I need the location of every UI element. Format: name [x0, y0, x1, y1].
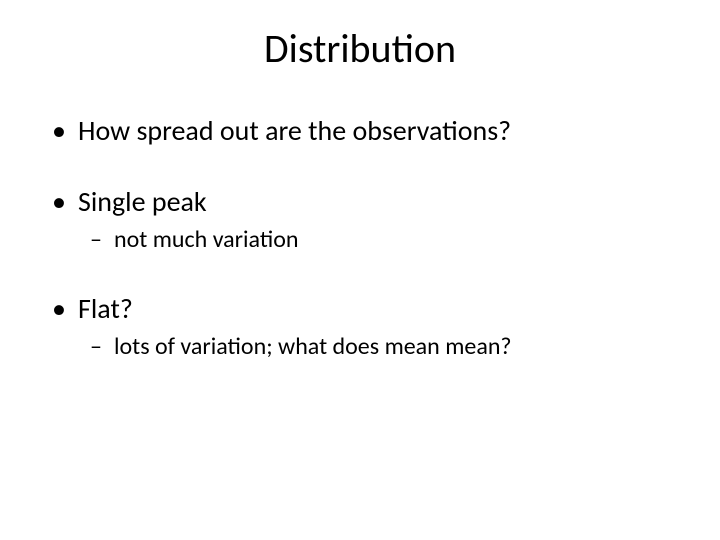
bullet-level-1: Flat?: [52, 291, 680, 326]
slide: Distribution How spread out are the obse…: [0, 0, 720, 540]
bullet-level-2: lots of variation; what does mean mean?: [52, 332, 680, 362]
bullet-level-1: Single peak: [52, 184, 680, 219]
slide-content: How spread out are the observations? Sin…: [40, 113, 680, 362]
bullet-level-2: not much variation: [52, 225, 680, 255]
slide-title: Distribution: [40, 24, 680, 73]
bullet-level-1: How spread out are the observations?: [52, 113, 680, 148]
